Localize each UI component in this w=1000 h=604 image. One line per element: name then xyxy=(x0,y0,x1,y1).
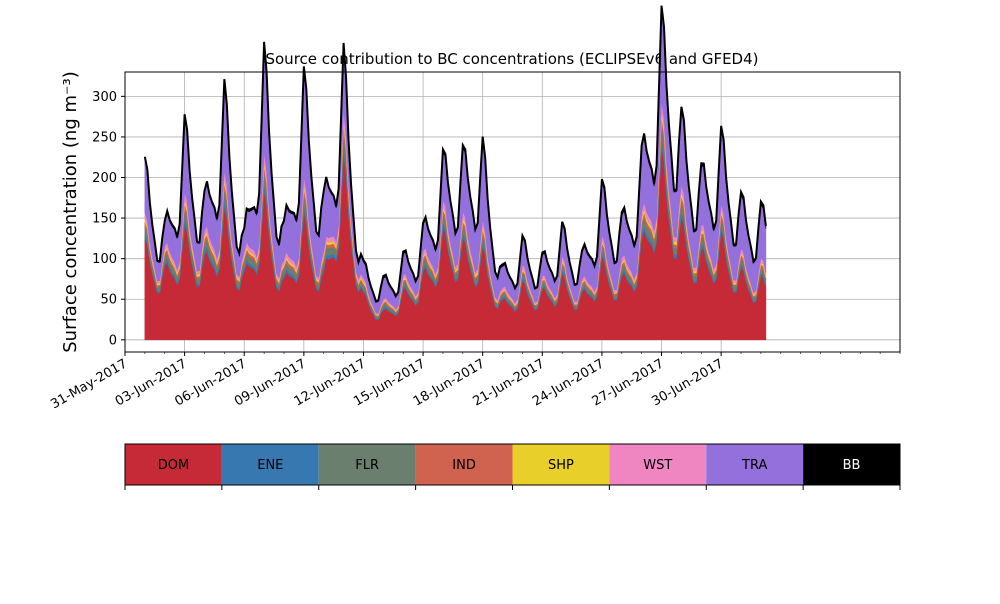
legend-swatch-dom xyxy=(125,444,222,485)
legend-label-shp: SHP xyxy=(548,458,574,473)
legend-swatch-tra xyxy=(706,444,804,485)
y-tick-label: 200 xyxy=(92,171,117,186)
chart-title: Source contribution to BC concentrations… xyxy=(265,50,758,68)
legend-label-dom: DOM xyxy=(158,458,189,473)
stacked-areas xyxy=(143,5,767,341)
y-tick-label: 0 xyxy=(109,333,117,348)
plot-frame xyxy=(124,71,901,353)
legend-swatch-ene xyxy=(221,444,319,485)
legend-swatch-flr xyxy=(318,444,416,485)
y-tick-label: 250 xyxy=(92,130,117,145)
legend-label-tra: TRA xyxy=(741,458,767,473)
legend-swatch-bb xyxy=(803,444,900,485)
legend-swatch-wst xyxy=(609,444,707,485)
legend-label-ene: ENE xyxy=(257,458,283,473)
y-tick-label: 100 xyxy=(92,252,117,267)
legend-swatch-shp xyxy=(512,444,610,485)
y-tick-label: 50 xyxy=(100,293,117,308)
legend-label-flr: FLR xyxy=(355,458,379,473)
legend-swatch-ind xyxy=(415,444,513,485)
legend-label-bb: BB xyxy=(843,458,861,473)
y-tick-label: 300 xyxy=(92,90,117,105)
legend: DOM ENE FLR IND SHP WST TRA BB xyxy=(124,443,901,490)
y-axis-label: Surface concentration (ng m⁻³) xyxy=(60,71,81,353)
total-line xyxy=(143,5,767,303)
legend-label-ind: IND xyxy=(452,458,476,473)
y-tick-label: 150 xyxy=(92,212,117,227)
legend-label-wst: WST xyxy=(643,458,672,473)
